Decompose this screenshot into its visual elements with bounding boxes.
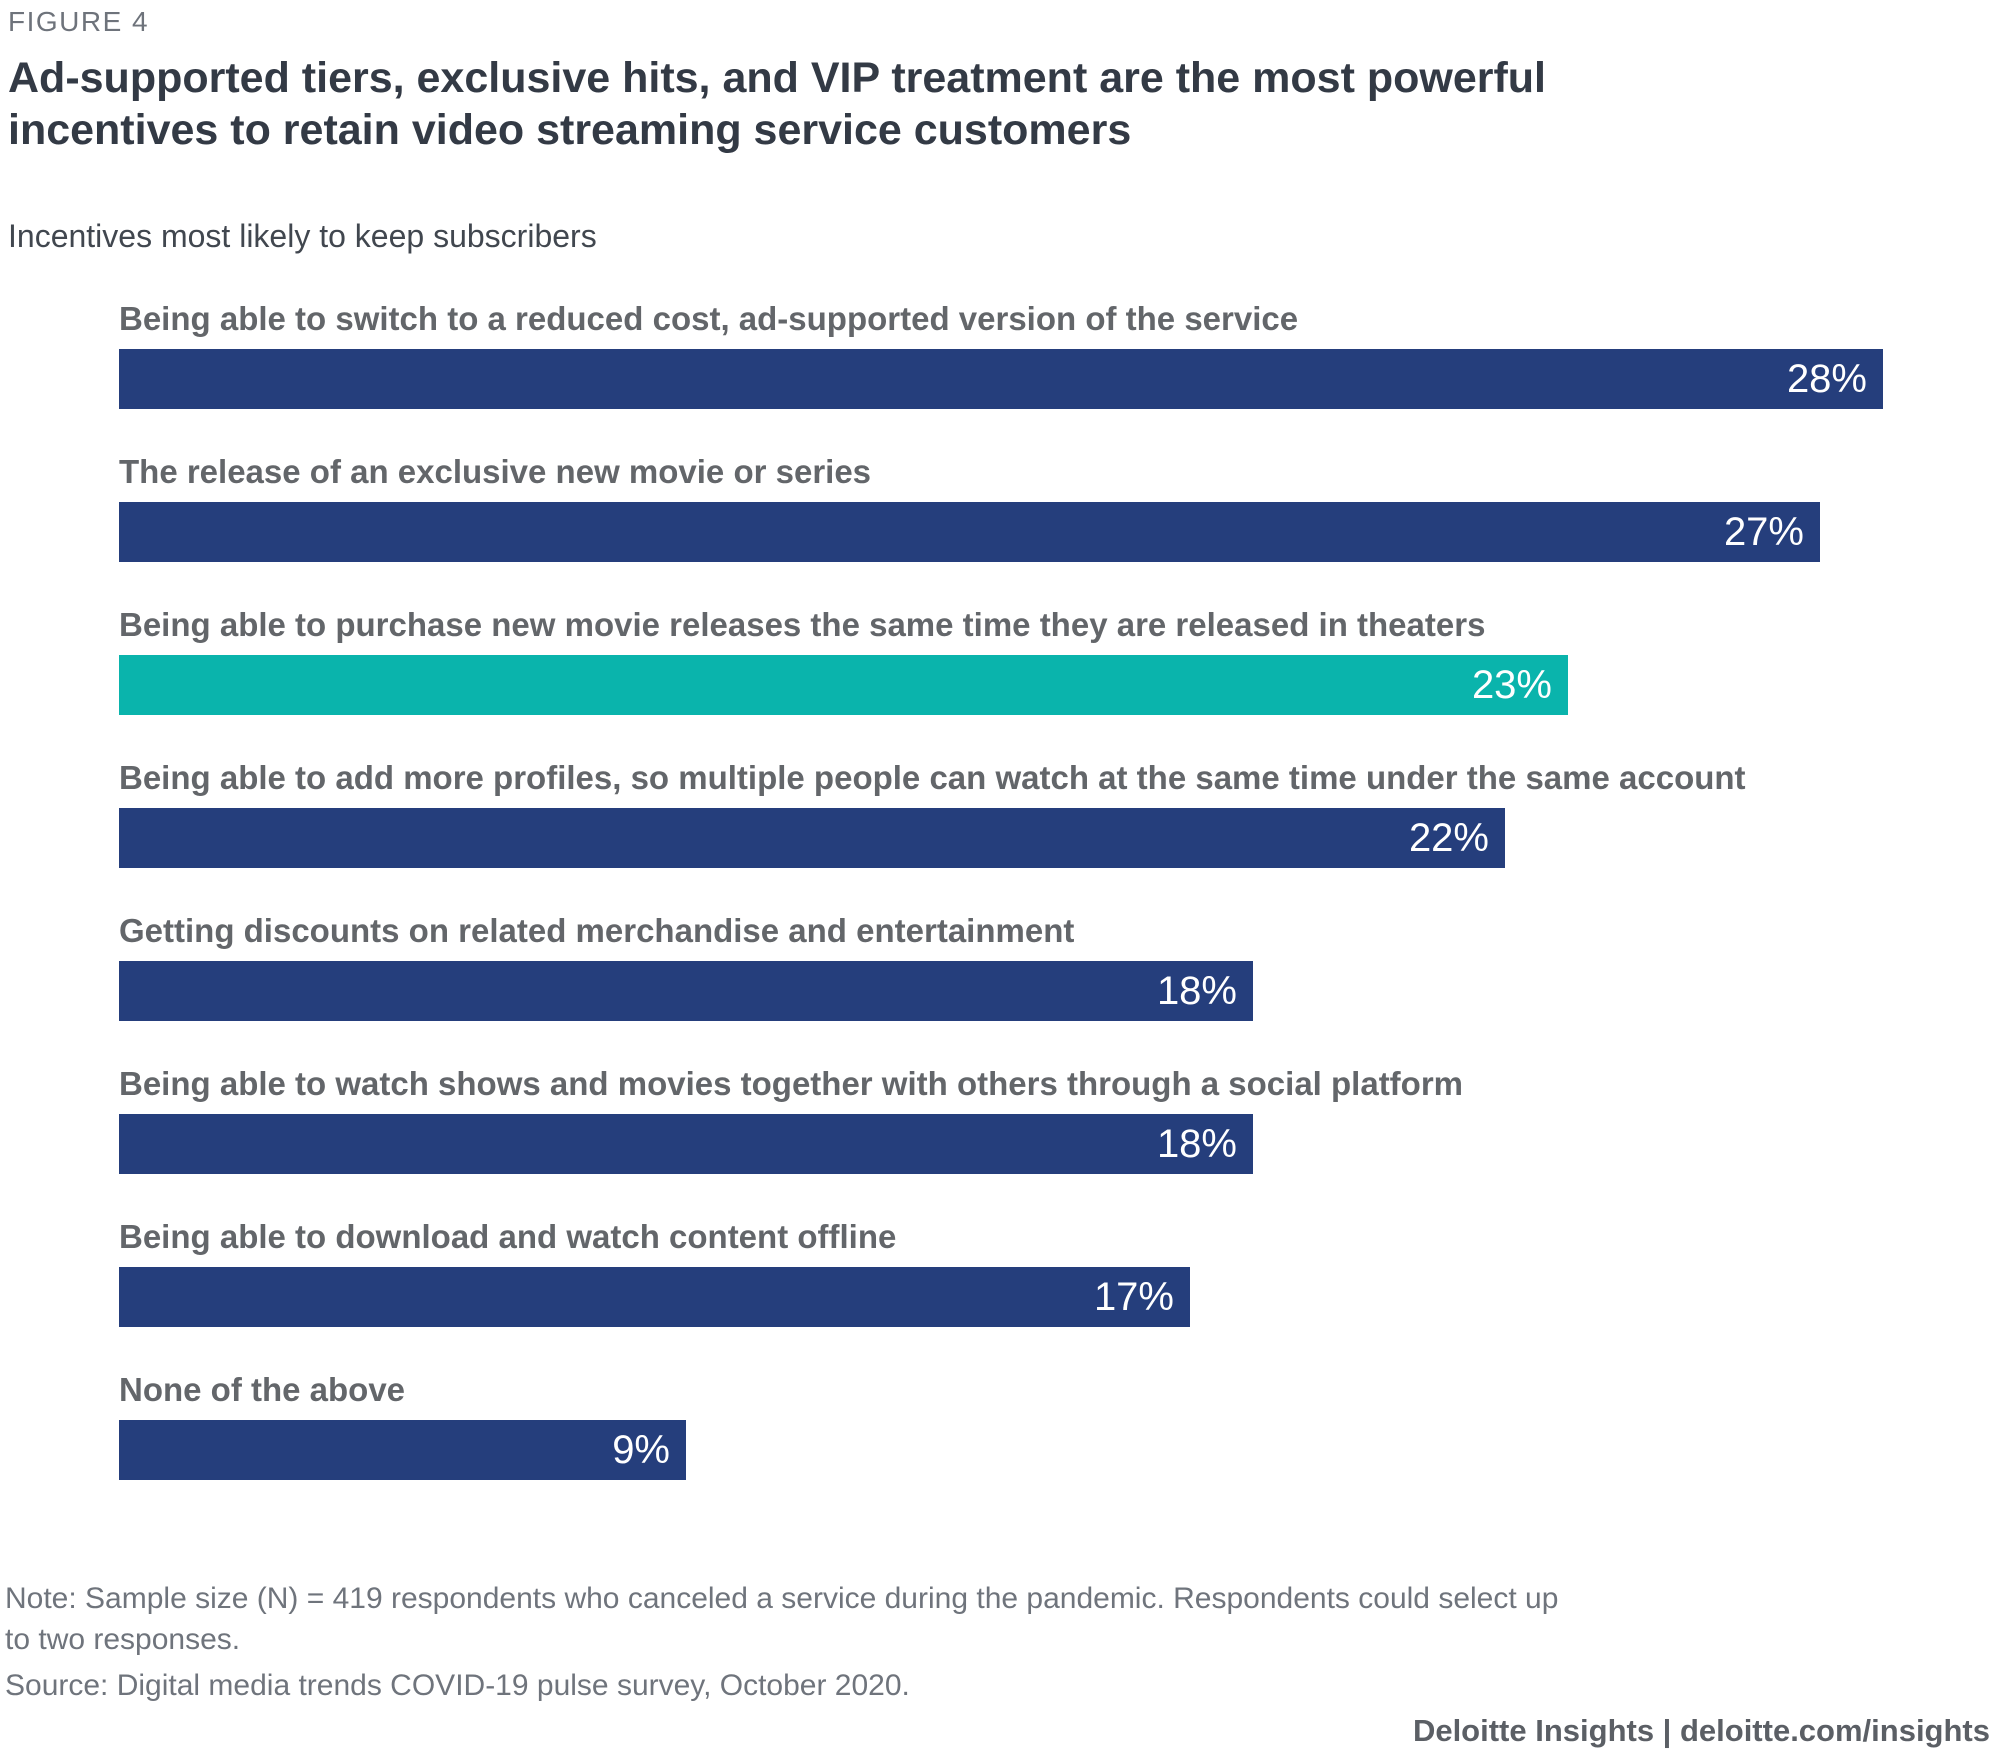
- bar-chart: Being able to switch to a reduced cost, …: [119, 300, 1919, 1524]
- bar: 28%: [119, 349, 1883, 409]
- bar-value-label: 9%: [612, 1427, 670, 1472]
- bar-row: Being able to watch shows and movies tog…: [119, 1065, 1919, 1174]
- chart-title: Ad-supported tiers, exclusive hits, and …: [8, 54, 1547, 155]
- footer-notes: Note: Sample size (N) = 419 respondents …: [5, 1578, 1565, 1706]
- bar: 18%: [119, 1114, 1253, 1174]
- bar-category-label: Being able to download and watch content…: [119, 1218, 897, 1255]
- bar-row: Being able to purchase new movie release…: [119, 606, 1919, 715]
- bar-value-label: 22%: [1408, 815, 1489, 860]
- bar-category-label: Being able to switch to a reduced cost, …: [119, 300, 1299, 337]
- bar-value-label: 23%: [1471, 662, 1552, 707]
- bar-value-label: 17%: [1093, 1274, 1174, 1319]
- bar: 17%: [119, 1267, 1190, 1327]
- note-text: Note: Sample size (N) = 419 respondents …: [5, 1582, 1559, 1657]
- bar: 18%: [119, 961, 1253, 1021]
- bar-value-label: 28%: [1786, 356, 1867, 401]
- bar-category-label: Being able to watch shows and movies tog…: [119, 1065, 1464, 1102]
- bar-row: Being able to switch to a reduced cost, …: [119, 300, 1919, 409]
- bar-value-label: 18%: [1156, 1121, 1237, 1166]
- bar-row: None of the above 9%: [119, 1371, 1919, 1480]
- bar-category-label: Getting discounts on related merchandise…: [119, 912, 1075, 949]
- source-text: Source: Digital media trends COVID-19 pu…: [5, 1668, 910, 1702]
- bar-category-label: The release of an exclusive new movie or…: [119, 453, 872, 490]
- bar: 23%: [119, 655, 1568, 715]
- bar-row: Being able to download and watch content…: [119, 1218, 1919, 1327]
- bar-row: Getting discounts on related merchandise…: [119, 912, 1919, 1021]
- bar: 22%: [119, 808, 1505, 868]
- deloitte-attribution: Deloitte Insights | deloitte.com/insight…: [1412, 1713, 1990, 1748]
- chart-subtitle: Incentives most likely to keep subscribe…: [8, 218, 597, 254]
- bar-value-label: 18%: [1156, 968, 1237, 1013]
- bar: 27%: [119, 502, 1820, 562]
- bar-row: Being able to add more profiles, so mult…: [119, 759, 1919, 868]
- bar-value-label: 27%: [1723, 509, 1804, 554]
- bar-category-label: None of the above: [119, 1371, 406, 1408]
- figure-number-label: FIGURE 4: [8, 6, 150, 37]
- bar-category-label: Being able to purchase new movie release…: [119, 606, 1486, 643]
- bar: 9%: [119, 1420, 686, 1480]
- bar-row: The release of an exclusive new movie or…: [119, 453, 1919, 562]
- bar-category-label: Being able to add more profiles, so mult…: [119, 759, 1746, 796]
